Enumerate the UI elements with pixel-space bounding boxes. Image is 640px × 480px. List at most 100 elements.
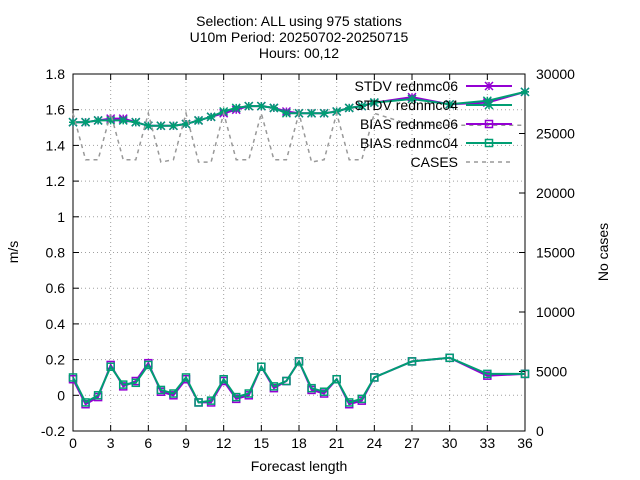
y-tick-label: 0 [57,387,65,403]
legend-item: BIAS rednmc04 [360,135,512,151]
y-tick-label: 1.2 [46,173,66,189]
y-tick-label: 0.6 [46,280,66,296]
data-point [281,108,291,118]
legend-item: STDV rednmc04 [355,97,512,113]
data-point [93,391,103,400]
data-point [168,121,178,131]
data-point [194,115,204,125]
data-point [319,387,329,396]
chart-title: Selection: ALL using 975 stations U10m P… [190,13,409,61]
y-tick-label: 0.2 [46,352,66,368]
data-point [118,380,128,389]
chart-title-line-3: Hours: 00,12 [259,45,339,61]
data-point [445,99,455,109]
y2-tick-label: 30000 [536,66,575,82]
y-tick-label: 0.8 [46,245,66,261]
data-point [93,115,103,125]
data-point [257,362,266,371]
data-point [483,369,492,379]
data-point [282,376,291,386]
data-point [269,103,279,113]
data-point [319,108,329,118]
y-tick-label: 0.4 [46,316,66,332]
data-point [344,398,354,407]
x-tick-label: 36 [517,435,533,451]
x-tick-label: 21 [329,435,345,451]
legend-marker [484,100,494,110]
data-point [118,115,128,125]
y-tick-label: 1.8 [46,66,66,82]
data-point [344,103,354,113]
x-tick-label: 30 [442,435,458,451]
legend-item: STDV rednmc06 [355,78,512,94]
y2-tick-label: 5000 [536,364,567,380]
data-point [81,398,90,407]
data-point [256,101,266,111]
legend-label: BIAS rednmc04 [360,135,458,151]
legend-marker [484,138,494,148]
legend-label: STDV rednmc04 [355,97,459,113]
y2-tick-label: 0 [536,423,544,439]
data-point [520,369,530,379]
x-tick-label: 9 [182,435,190,451]
data-point [194,398,203,407]
data-point [143,121,153,131]
axis-ticks: 0 3 6 9 12 15 18 21 24 27 30 33 36-0.200.20.40.60.81… [41,66,575,451]
data-point [269,382,279,391]
y-tick-label: 1 [57,209,65,225]
data-point [181,373,191,382]
data-point [156,385,166,395]
legend-item: BIAS rednmc06 [360,116,512,132]
chart-title-line-2: U10m Period: 20250702-20250715 [190,29,409,45]
data-point [106,115,116,125]
data-point [68,117,78,127]
y2-tick-label: 10000 [536,304,575,320]
y2-tick-label: 20000 [536,185,575,201]
data-point [131,117,141,127]
y-tick-label: 1.4 [46,137,66,153]
data-point [307,108,317,118]
x-tick-label: 6 [144,435,152,451]
data-point [407,94,417,104]
data-point [206,112,216,122]
data-point [181,119,191,129]
x-tick-label: 3 [107,435,115,451]
series-3 [68,353,530,407]
y-axis-label: m/s [5,241,21,264]
legend-label: BIAS rednmc06 [360,116,458,132]
legend-marker [484,81,494,91]
data-point [244,389,254,398]
data-point [294,357,304,366]
y2-tick-label: 25000 [536,126,575,142]
x-tick-label: 0 [69,435,77,451]
legend-marker [484,119,494,129]
data-point [231,392,241,402]
data-point [445,353,454,363]
y-tick-label: 1.6 [46,102,66,118]
x-tick-label: 18 [291,435,307,451]
data-point [219,374,228,384]
chart-title-line-1: Selection: ALL using 975 stations [196,13,402,29]
x-tick-label: 12 [216,435,232,451]
legend-label: STDV rednmc06 [355,78,459,94]
data-point [206,396,216,405]
data-point [520,87,530,97]
x-axis-label: Forecast length [251,458,348,474]
x-tick-label: 33 [480,435,496,451]
x-tick-label: 24 [367,435,383,451]
legend: STDV rednmc06 STDV rednmc04 BIAS rednmc06 B… [355,78,512,170]
data-point [332,374,341,384]
y2-axis-label: No cases [595,223,611,281]
data-point [106,362,115,371]
legend-item: CASES [411,154,512,170]
data-point [307,383,316,393]
grid-lines [73,74,525,431]
x-tick-label: 27 [404,435,420,451]
legend-label: CASES [411,154,458,170]
data-point [407,357,417,366]
data-point [231,103,241,113]
data-point [156,121,166,131]
x-tick-label: 15 [254,435,270,451]
data-point [131,378,141,388]
y-tick-label: -0.2 [41,423,65,439]
